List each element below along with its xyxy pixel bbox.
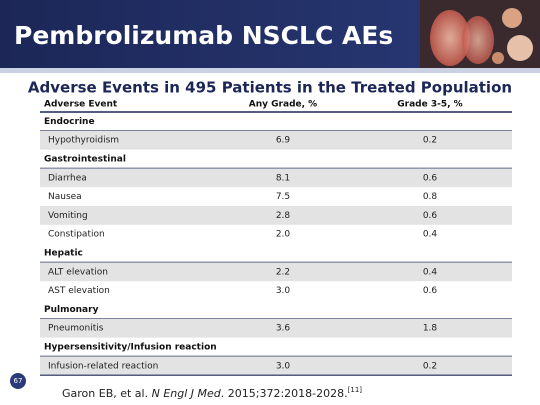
citation-ref: [11] [348, 386, 363, 394]
cell: Diarrhea [48, 173, 87, 183]
cell: 2.2 [276, 267, 290, 277]
citation-details: . 2015;372:2018-2028. [221, 387, 348, 400]
row-shade [40, 206, 512, 225]
table-title: Adverse Events in 495 Patients in the Tr… [28, 79, 512, 97]
row-shade [40, 318, 512, 338]
cell: 0.6 [423, 286, 438, 296]
cell: 3.6 [276, 324, 291, 334]
slide-title: Pembrolizumab NSCLC AEs [14, 21, 393, 50]
group-label: Endocrine [44, 117, 95, 127]
group-label: Gastrointestinal [44, 155, 126, 165]
citation-authors: Garon EB, et al. [62, 387, 148, 400]
page-number-text: 67 [14, 377, 23, 385]
column-header: Adverse Event [44, 100, 118, 110]
cell: 6.9 [276, 136, 291, 146]
row-shade [40, 168, 512, 188]
row-shade [40, 262, 512, 282]
cell: 0.2 [423, 136, 437, 146]
cell: ALT elevation [48, 267, 108, 277]
cell: 3.0 [276, 361, 291, 371]
cell: 1.8 [423, 324, 438, 334]
cell: Vomiting [48, 211, 88, 221]
cell: 2.0 [276, 230, 291, 240]
cell: 0.6 [423, 173, 438, 183]
cell: Constipation [48, 230, 105, 240]
column-header: Grade 3-5, % [397, 100, 462, 110]
citation: Garon EB, et al. N Engl J Med. 2015;372:… [62, 386, 362, 400]
cell: Nausea [48, 192, 82, 202]
header-strip [0, 68, 540, 73]
cell: 2.8 [276, 211, 291, 221]
group-label: Hepatic [44, 249, 83, 259]
cell: 0.4 [423, 230, 438, 240]
cell: 3.0 [276, 286, 291, 296]
cell: 8.1 [276, 173, 290, 183]
row-shade [40, 356, 512, 376]
cell: Pneumonitis [48, 324, 104, 334]
cell: 7.5 [276, 192, 290, 202]
group-label: Pulmonary [44, 305, 99, 315]
header-image [420, 0, 540, 68]
cell: 0.4 [423, 267, 438, 277]
cell: Infusion-related reaction [48, 361, 158, 371]
group-label: Hypersensitivity/Infusion reaction [44, 343, 217, 353]
table: Adverse Event Any Grade, % Grade 3-5, % End… [40, 100, 512, 376]
citation-journal: N Engl J Med [152, 387, 222, 400]
cell: AST elevation [48, 286, 110, 296]
cell: Hypothyroidism [48, 136, 119, 146]
cell: 0.6 [423, 211, 438, 221]
column-header: Any Grade, % [249, 100, 317, 110]
page-number: 67 [10, 373, 26, 389]
row-shade [40, 130, 512, 150]
cell: 0.2 [423, 361, 437, 371]
cell: 0.8 [423, 192, 438, 202]
